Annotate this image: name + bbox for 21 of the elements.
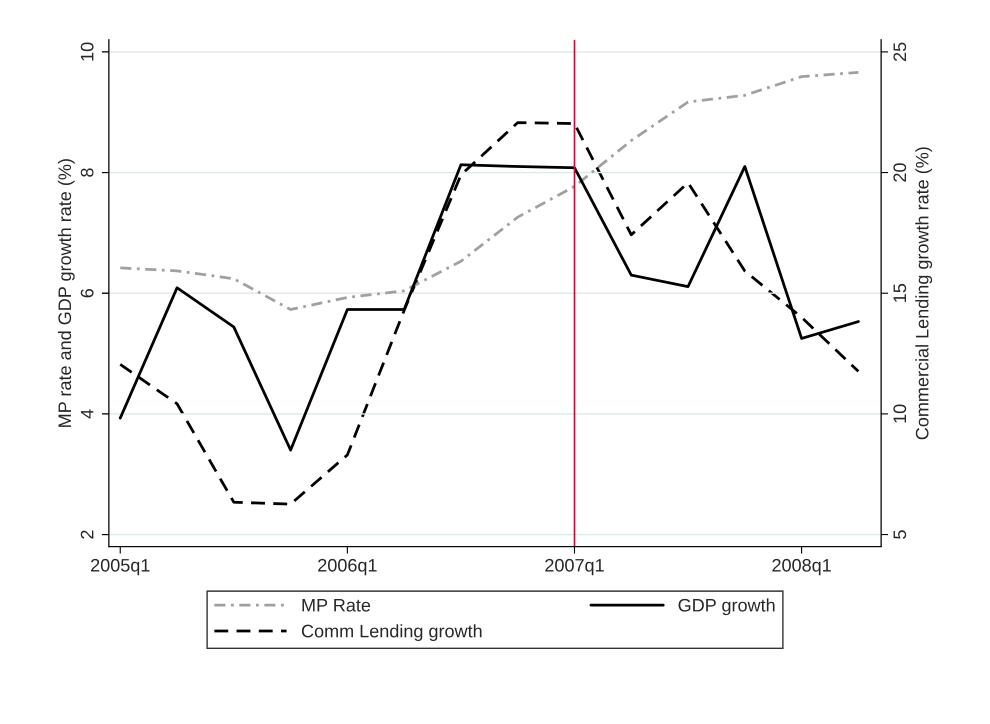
y2-tick-label: 5 [894,530,906,539]
y-tick-label: 6 [80,288,94,298]
y2-tick-label: 15 [894,284,906,302]
x-tick-label: 2006q1 [318,558,377,576]
y2-tick-label: 10 [893,404,906,423]
y2-axis-title: Commercial Lending growth rate (%) [915,147,932,440]
x-tick-label: 2007q1 [545,558,604,576]
y-tick-label: 4 [80,409,94,418]
line-series [118,121,860,506]
y2-tick-label: 25 [893,42,906,62]
y-tick-label: 2 [80,530,94,539]
legend-label: MP Rate [302,599,370,612]
y2-tick-label: 20 [893,163,906,182]
y-axis-title: MP rate and GDP growth rate (%) [58,159,75,427]
x-tick-label: 2008q1 [772,558,831,576]
legend-label: GDP growth [678,598,774,616]
line-series [118,71,860,311]
y-tick-label: 10 [80,42,94,61]
y-tick-label: 8 [80,168,94,177]
x-tick-label: 2005q1 [91,558,150,576]
legend-label: Comm Lending growth [302,624,482,642]
